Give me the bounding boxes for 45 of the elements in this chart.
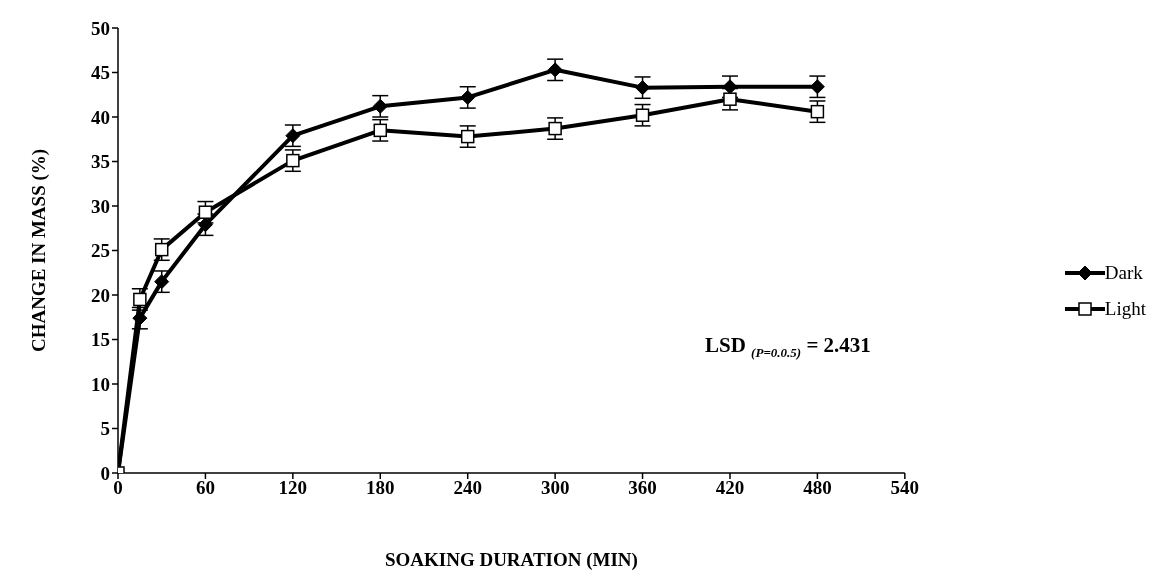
y-tick-label: 0 (100, 462, 110, 484)
x-tick-label: 60 (195, 477, 215, 499)
x-tick-label: 120 (278, 477, 308, 499)
point (548, 121, 562, 136)
point (635, 108, 650, 122)
y-tick-label: 5 (100, 418, 110, 440)
point (132, 310, 148, 326)
y-tick-label: 25 (91, 240, 110, 262)
x-tick-label: 360 (628, 477, 657, 499)
point (809, 79, 825, 95)
y-tick-label: 40 (91, 106, 110, 128)
point (197, 217, 213, 233)
point (154, 242, 169, 257)
point (286, 153, 300, 168)
legend-label: Light (1104, 297, 1146, 320)
x-tick-label: 420 (715, 477, 745, 499)
x-axis-title: SOAKING DURATION (MIN) (384, 549, 638, 572)
x-tick-label: 300 (540, 477, 570, 499)
point (133, 292, 147, 307)
point (723, 92, 737, 106)
point (460, 129, 475, 144)
point (810, 104, 825, 119)
y-tick-label: 45 (91, 62, 110, 84)
annotation: LSD $_{(P=0.0.5)}$ = 2.431 (705, 333, 871, 362)
y-tick-label: 15 (91, 329, 110, 351)
point (154, 274, 170, 290)
y-tick-label: 50 (91, 17, 110, 39)
x-tick-label: 540 (890, 477, 920, 499)
x-tick-label: 240 (453, 477, 482, 499)
y-tick-label: 30 (91, 195, 110, 217)
x-tick-label: 180 (366, 477, 395, 499)
y-tick-label: 10 (91, 373, 110, 395)
point (722, 79, 738, 95)
point (635, 80, 651, 96)
point (547, 62, 563, 78)
y-axis-title: CHANGE IN MASS (%) (27, 148, 50, 353)
point (285, 128, 301, 144)
y-tick-label: 35 (91, 151, 110, 173)
point (198, 205, 213, 219)
x-tick-label: 480 (803, 477, 832, 499)
y-tick-label: 20 (91, 284, 110, 306)
point (373, 123, 388, 138)
point (372, 98, 388, 114)
legend-label: Dark (1104, 261, 1143, 284)
point (460, 89, 476, 105)
